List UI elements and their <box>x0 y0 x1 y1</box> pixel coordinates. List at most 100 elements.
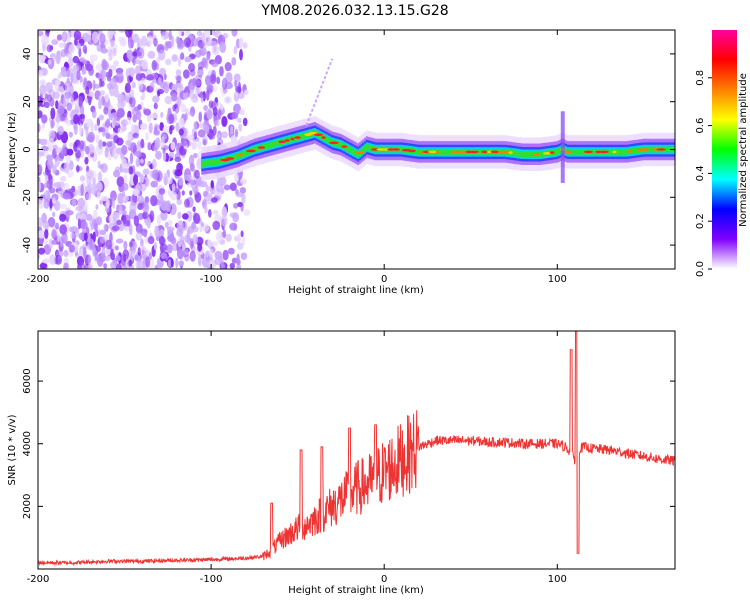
spectrogram-x-tick-label: 0 <box>381 274 387 285</box>
noise-speckle <box>242 42 248 49</box>
noise-speckle <box>233 202 239 209</box>
noise-speckle <box>131 51 138 57</box>
noise-speckle <box>77 197 86 209</box>
noise-speckle <box>58 72 63 79</box>
noise-speckle <box>85 169 94 180</box>
signal-peak <box>481 150 488 154</box>
noise-speckle <box>184 249 189 256</box>
noise-speckle <box>151 158 157 170</box>
signal-peak <box>245 149 256 153</box>
noise-speckle <box>233 46 238 55</box>
noise-speckle <box>133 215 140 227</box>
noise-speckle <box>159 67 167 76</box>
noise-speckle <box>75 164 80 173</box>
noise-speckle <box>41 34 49 46</box>
signal-peak <box>562 150 573 154</box>
noise-speckle <box>100 163 108 173</box>
noise-speckle <box>77 218 81 230</box>
noise-speckle <box>216 133 221 140</box>
noise-speckle <box>197 129 206 138</box>
noise-speckle <box>113 135 119 144</box>
snr-x-tick-label: 100 <box>548 574 567 585</box>
noise-speckle <box>180 235 185 244</box>
signal-peak <box>392 148 401 151</box>
noise-speckle <box>175 257 179 269</box>
noise-speckle <box>170 258 174 268</box>
noise-speckle <box>212 125 217 136</box>
noise-speckle <box>234 128 239 138</box>
noise-speckle <box>92 177 96 185</box>
noise-speckle <box>73 30 82 40</box>
noise-speckle <box>135 158 140 168</box>
noise-speckle <box>56 181 62 190</box>
noise-speckle <box>208 209 212 218</box>
noise-speckle <box>201 31 207 43</box>
noise-speckle <box>175 69 182 77</box>
noise-speckle <box>141 211 149 220</box>
noise-speckle <box>66 102 72 112</box>
noise-speckle <box>112 169 121 178</box>
noise-speckle <box>171 243 178 252</box>
noise-speckle <box>78 47 82 58</box>
noise-speckle <box>229 222 238 231</box>
noise-speckle <box>46 154 54 162</box>
noise-speckle <box>70 231 75 239</box>
noise-speckle <box>182 69 190 79</box>
noise-speckle <box>236 242 244 250</box>
noise-speckle <box>198 254 202 267</box>
noise-speckle <box>132 144 137 156</box>
noise-speckle <box>42 258 50 264</box>
snr-y-tick-label: 4000 <box>22 431 33 456</box>
noise-speckle <box>157 261 164 269</box>
spectrogram-x-tick-label: -200 <box>27 274 50 285</box>
noise-speckle <box>112 47 117 57</box>
snr-x-tick-label: -200 <box>27 574 50 585</box>
noise-speckle <box>49 254 56 266</box>
noise-speckle <box>171 54 178 62</box>
noise-speckle <box>194 191 202 203</box>
noise-speckle <box>151 59 157 71</box>
noise-speckle <box>238 123 243 132</box>
noise-speckle <box>140 238 144 247</box>
noise-speckle <box>230 125 234 134</box>
noise-speckle <box>176 96 182 107</box>
noise-speckle <box>46 138 55 148</box>
noise-speckle <box>96 117 101 127</box>
noise-speckle <box>79 113 85 119</box>
noise-speckle <box>135 73 143 81</box>
noise-speckle <box>79 140 85 150</box>
noise-speckle <box>189 107 195 115</box>
noise-speckle <box>57 86 65 93</box>
noise-speckle <box>97 255 104 267</box>
noise-speckle <box>160 136 165 149</box>
noise-speckle <box>208 36 213 45</box>
noise-speckle <box>38 230 46 239</box>
noise-speckle <box>158 49 166 61</box>
noise-speckle <box>227 247 235 255</box>
noise-speckle <box>239 48 243 61</box>
noise-speckle <box>183 174 191 181</box>
noise-speckle <box>136 140 142 147</box>
noise-speckle <box>148 252 152 260</box>
snr-x-tick-label: 0 <box>381 574 387 585</box>
noise-speckle <box>43 198 50 209</box>
noise-speckle <box>161 31 169 40</box>
noise-speckle <box>120 158 127 168</box>
noise-speckle <box>208 248 214 259</box>
noise-speckle <box>100 47 109 54</box>
noise-speckle <box>240 252 248 260</box>
noise-speckle <box>191 185 198 193</box>
noise-speckle <box>198 122 206 129</box>
noise-speckle <box>164 58 172 66</box>
noise-speckle <box>189 162 195 172</box>
noise-speckle <box>147 235 155 245</box>
noise-speckle <box>63 262 69 269</box>
noise-speckle <box>122 195 130 202</box>
noise-speckle <box>222 228 226 239</box>
noise-speckle <box>239 108 245 116</box>
noise-speckle <box>89 91 95 98</box>
spectrogram-y-label: Frequency (Hz) <box>7 112 18 188</box>
noise-speckle <box>210 180 215 189</box>
noise-speckle <box>60 66 67 72</box>
